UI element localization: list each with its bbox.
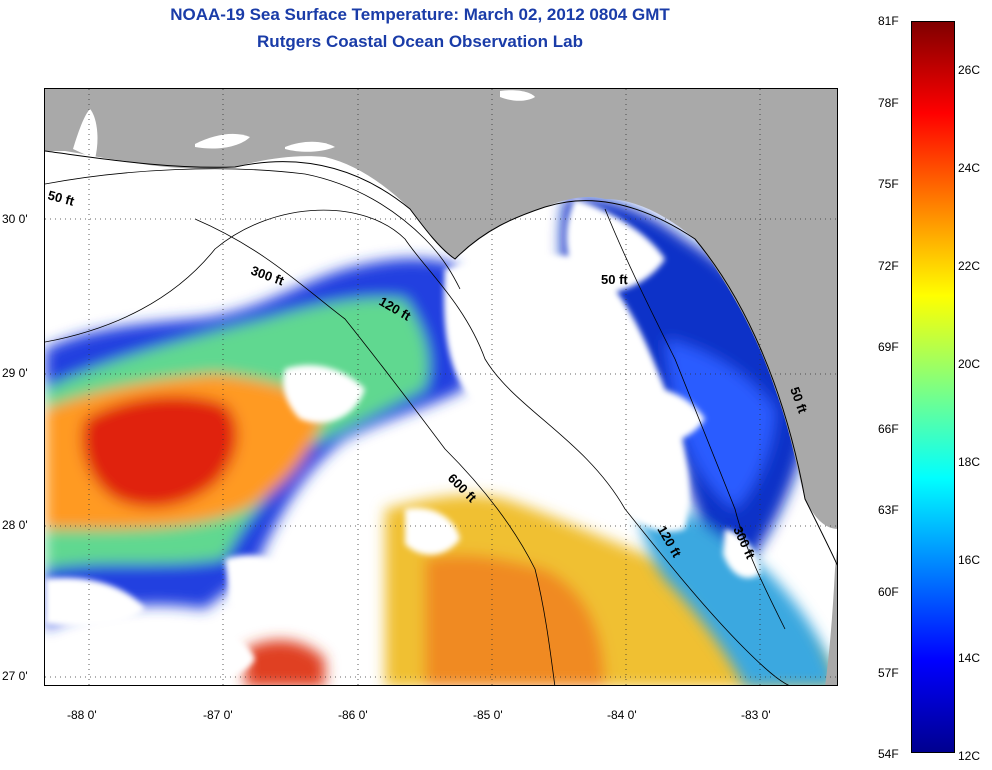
cb-c-22: 22C	[958, 259, 981, 273]
lon-label-86: -86 0'	[338, 708, 368, 722]
land	[45, 89, 837, 685]
cb-f-72: 72F	[878, 259, 899, 273]
temperature-field	[45, 258, 465, 629]
lat-label-29: 29 0'	[2, 366, 28, 380]
cb-c-20: 20C	[958, 357, 981, 371]
lon-label-87: -87 0'	[203, 708, 233, 722]
cb-c-26: 26C	[958, 63, 981, 77]
cb-c-14: 14C	[958, 651, 981, 665]
cb-c-18: 18C	[958, 455, 981, 469]
contour-label-50ft-west: 50 ft	[46, 187, 76, 209]
cb-c-12: 12C	[958, 749, 981, 763]
lon-label-83: -83 0'	[741, 708, 771, 722]
no-data-patches	[45, 149, 760, 679]
lon-label-88: -88 0'	[67, 708, 97, 722]
lon-label-84: -84 0'	[607, 708, 637, 722]
cb-f-63: 63F	[878, 503, 899, 517]
cb-f-75: 75F	[878, 177, 899, 191]
cb-f-66: 66F	[878, 422, 899, 436]
cb-f-57: 57F	[878, 666, 899, 680]
cb-f-81: 81F	[878, 14, 899, 28]
cb-f-69: 69F	[878, 340, 899, 354]
cb-f-60: 60F	[878, 585, 899, 599]
map-subtitle: Rutgers Coastal Ocean Observation Lab	[257, 32, 583, 51]
map-title: NOAA-19 Sea Surface Temperature: March 0…	[170, 5, 670, 24]
colorbar	[911, 21, 955, 753]
cb-c-24: 24C	[958, 161, 981, 175]
lon-label-85: -85 0'	[473, 708, 503, 722]
contour-label-50ft-east: 50 ft	[601, 272, 628, 287]
cb-f-54: 54F	[878, 747, 899, 761]
contour-label-300ft-west: 300 ft	[249, 263, 287, 289]
lat-label-28: 28 0'	[2, 518, 28, 532]
cb-f-78: 78F	[878, 96, 899, 110]
lat-label-30: 30 0'	[2, 212, 28, 226]
lat-label-27: 27 0'	[2, 669, 28, 683]
cb-c-16: 16C	[958, 553, 981, 567]
sst-map: 50 ft 300 ft 120 ft 50 ft 600 ft 120 ft …	[44, 88, 838, 686]
